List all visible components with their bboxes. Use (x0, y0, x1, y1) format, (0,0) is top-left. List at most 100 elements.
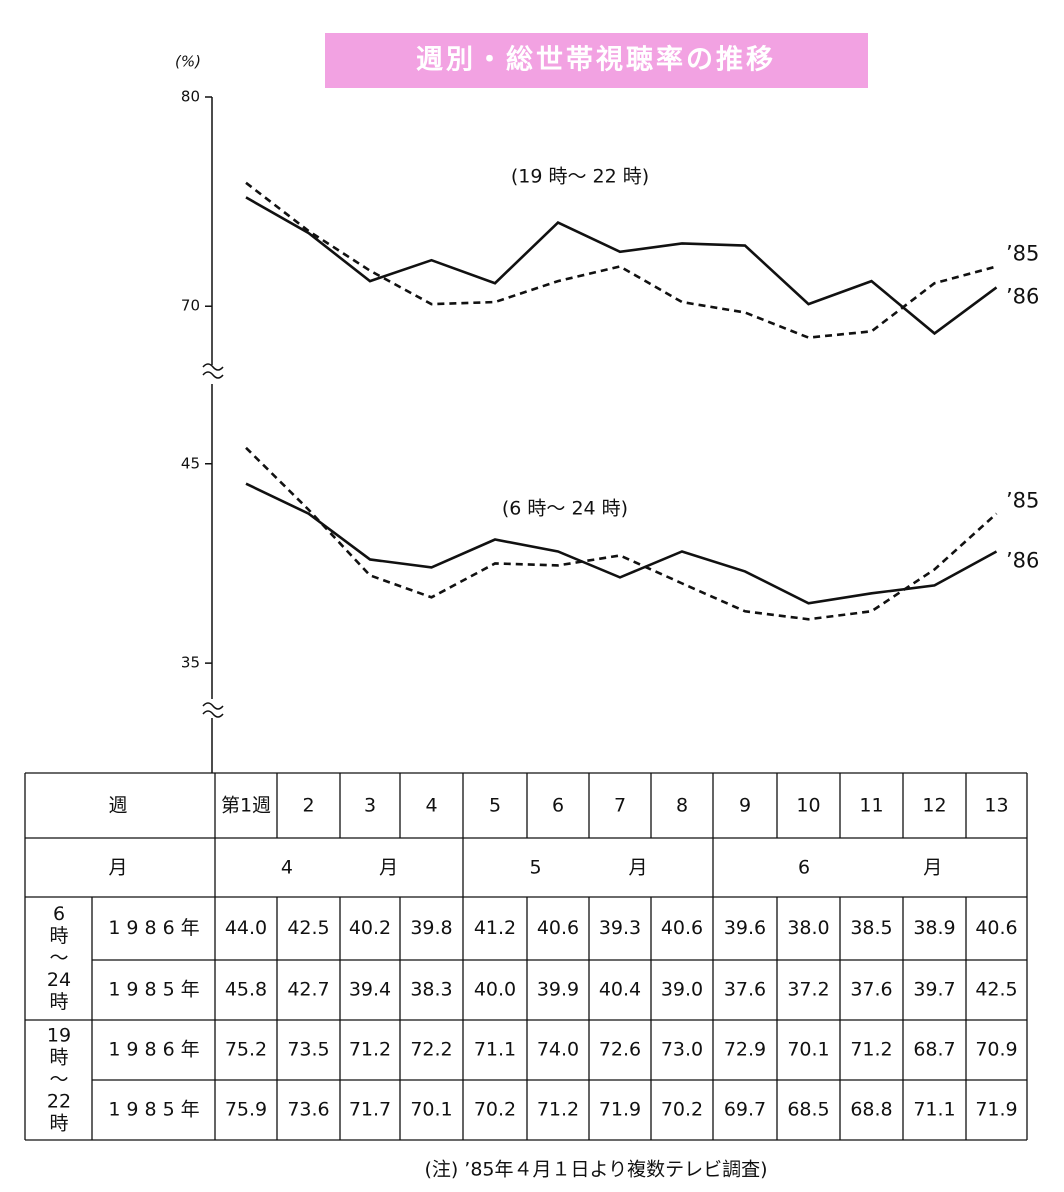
table-value: 71.1 (913, 1099, 955, 1121)
table-value: 42.7 (287, 979, 329, 1001)
table-value: 72.2 (410, 1039, 452, 1061)
legend-label: ’86 (1006, 284, 1039, 308)
y-tick-label: 35 (181, 654, 200, 672)
table-value: 73.6 (287, 1099, 329, 1121)
week-label: 10 (796, 795, 820, 817)
table-value: 42.5 (287, 917, 329, 939)
table-value: 38.9 (913, 917, 955, 939)
table-value: 39.0 (661, 979, 703, 1001)
table-value: 71.7 (349, 1099, 391, 1121)
table-value: 39.3 (599, 917, 641, 939)
table-value: 71.1 (474, 1039, 516, 1061)
chart-title: 週別・総世帯視聴率の推移 (416, 44, 776, 76)
table-value: 73.0 (661, 1039, 703, 1061)
table-value: 39.8 (410, 917, 452, 939)
year-label: 1986年 (108, 1039, 205, 1061)
series-line (245, 196, 998, 336)
y-tick-label: 80 (181, 88, 200, 106)
note: (注) ’85年４月１日より複数テレビ調査) (424, 1159, 767, 1181)
table-value: 75.2 (225, 1039, 267, 1061)
week-label: 7 (614, 795, 626, 817)
table-value: 38.5 (850, 917, 892, 939)
table-value: 68.7 (913, 1039, 955, 1061)
table-value: 68.5 (787, 1099, 829, 1121)
group-label: 19 (47, 1025, 71, 1047)
table-value: 41.2 (474, 917, 516, 939)
year-label: 1985年 (108, 979, 205, 1001)
week-label: 5 (489, 795, 501, 817)
y-unit: (%) (175, 53, 201, 71)
table-value: 40.0 (474, 979, 516, 1001)
table-value: 40.2 (349, 917, 391, 939)
group-label: 22 (47, 1091, 71, 1113)
table-value: 72.6 (599, 1039, 641, 1061)
week-label: 2 (302, 795, 314, 817)
table-value: 70.2 (661, 1099, 703, 1121)
table-value: 71.2 (537, 1099, 579, 1121)
legend-label: ’85 (1006, 241, 1039, 265)
group-label: 24 (47, 969, 71, 991)
week-label: 13 (984, 795, 1008, 817)
group-label: ～ (49, 947, 68, 969)
year-label: 1985年 (108, 1099, 205, 1121)
week-label: 第1週 (221, 795, 271, 817)
table-value: 70.9 (975, 1039, 1017, 1061)
month-label: 4 (281, 857, 293, 879)
table-value: 40.4 (599, 979, 641, 1001)
table-value: 38.3 (410, 979, 452, 1001)
group-label: 時 (49, 991, 68, 1013)
table-value: 70.1 (787, 1039, 829, 1061)
table-value: 71.2 (349, 1039, 391, 1061)
month-label: 6 (798, 857, 810, 879)
header: 週 (108, 795, 127, 817)
week-label: 3 (364, 795, 376, 817)
week-label: 8 (676, 795, 688, 817)
table-value: 45.8 (225, 979, 267, 1001)
table-value: 39.7 (913, 979, 955, 1001)
table-value: 39.6 (724, 917, 766, 939)
y-tick-label: 45 (181, 454, 200, 472)
table-value: 72.9 (724, 1039, 766, 1061)
group-label: 6 (53, 903, 65, 925)
title-box (325, 33, 868, 88)
table-value: 38.0 (787, 917, 829, 939)
table-value: 42.5 (975, 979, 1017, 1001)
legend-label: ’85 (1006, 489, 1039, 513)
table-value: 71.9 (975, 1099, 1017, 1121)
table-value: 40.6 (661, 917, 703, 939)
series-line (245, 482, 998, 605)
subtitle: (6 時～ 24 時) (502, 498, 628, 520)
table-value: 75.9 (225, 1099, 267, 1121)
table-value: 71.9 (599, 1099, 641, 1121)
series-line (245, 181, 997, 339)
month-label: 5 (529, 857, 541, 879)
week-label: 9 (739, 795, 751, 817)
week-label: 11 (859, 795, 883, 817)
week-label: 6 (552, 795, 564, 817)
month-unit: 月 (379, 857, 398, 879)
table-value: 71.2 (850, 1039, 892, 1061)
table-value: 37.2 (787, 979, 829, 1001)
table-value: 44.0 (225, 917, 267, 939)
subtitle: (19 時～ 22 時) (511, 166, 649, 188)
group-label: ～ (49, 1069, 68, 1091)
legend-label: ’86 (1006, 548, 1039, 572)
axis-break (202, 702, 224, 718)
group-label: 時 (49, 925, 68, 947)
year-label: 1986年 (108, 917, 205, 939)
table-value: 74.0 (537, 1039, 579, 1061)
header: 月 (108, 857, 127, 879)
table-value: 73.5 (287, 1039, 329, 1061)
table-value: 37.6 (724, 979, 766, 1001)
table-value: 70.2 (474, 1099, 516, 1121)
axis-break (202, 363, 224, 379)
series-line (245, 446, 998, 621)
table-value: 40.6 (537, 917, 579, 939)
table-value: 70.1 (410, 1099, 452, 1121)
week-label: 4 (425, 795, 437, 817)
table-value: 40.6 (975, 917, 1017, 939)
table-value: 68.8 (850, 1099, 892, 1121)
table-value: 37.6 (850, 979, 892, 1001)
y-tick-label: 70 (181, 297, 200, 315)
